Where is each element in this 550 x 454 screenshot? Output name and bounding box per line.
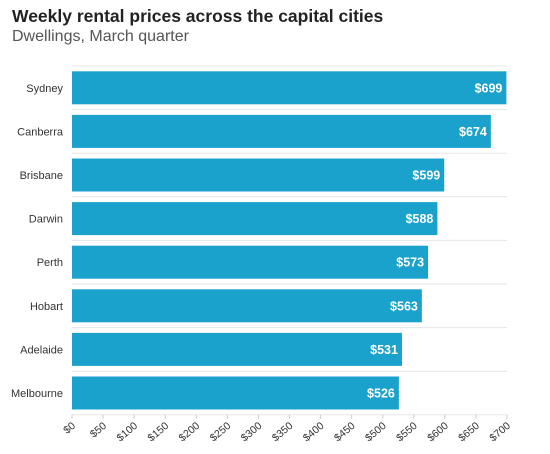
value-label: $588 — [406, 212, 434, 226]
chart-title: Weekly rental prices across the capital … — [12, 6, 384, 26]
bar-sydney — [72, 71, 507, 105]
category-label: Hobart — [30, 301, 63, 313]
value-label: $599 — [412, 169, 440, 183]
x-tick-label: $500 — [363, 420, 389, 444]
category-label: Brisbane — [20, 170, 63, 182]
x-tick-label: $700 — [487, 420, 513, 444]
value-label: $526 — [367, 387, 395, 401]
x-tick-label: $450 — [332, 420, 358, 444]
x-tick-label: $650 — [456, 420, 482, 444]
category-label: Canberra — [17, 126, 64, 138]
value-label: $699 — [475, 81, 503, 95]
x-tick-label: $600 — [425, 420, 451, 444]
gridlines — [72, 65, 507, 416]
x-tick-label: $400 — [301, 420, 327, 444]
category-label: Perth — [37, 257, 63, 269]
bar-darwin — [72, 202, 438, 236]
bar-adelaide — [72, 332, 402, 366]
x-tick-label: $200 — [177, 420, 203, 444]
x-tick-label: $0 — [61, 420, 78, 437]
value-label: $563 — [390, 299, 418, 313]
x-tick-label: $100 — [114, 420, 140, 444]
category-label: Darwin — [29, 214, 63, 226]
bar-melbourne — [72, 376, 399, 410]
value-label: $573 — [396, 256, 424, 270]
value-label: $674 — [459, 125, 487, 139]
category-label: Adelaide — [20, 344, 63, 356]
x-tick-label: $300 — [239, 420, 265, 444]
bars — [72, 71, 507, 410]
x-tick-label: $50 — [88, 420, 109, 441]
bar-hobart — [72, 289, 422, 323]
category-label: Sydney — [26, 83, 63, 95]
category-labels: Sydney Canberra Brisbane Darwin Perth Hobart A… — [11, 83, 64, 400]
x-axis-ticks: $0 $50 $100 $150 $200 $250 $300 $350 $400 $450 $50… — [61, 414, 513, 444]
chart-subtitle: Dwellings, March quarter — [12, 28, 189, 45]
value-label: $531 — [370, 343, 398, 357]
bar-canberra — [72, 114, 491, 148]
x-tick-label: $150 — [146, 420, 172, 444]
x-tick-label: $550 — [394, 420, 420, 444]
value-labels: $699 $674 $599 $588 $573 $563 $531 $526 — [367, 81, 502, 400]
category-label: Melbourne — [11, 388, 63, 400]
x-tick-label: $350 — [270, 420, 296, 444]
bar-brisbane — [72, 158, 445, 192]
bar-perth — [72, 245, 429, 279]
x-tick-label: $250 — [208, 420, 234, 444]
